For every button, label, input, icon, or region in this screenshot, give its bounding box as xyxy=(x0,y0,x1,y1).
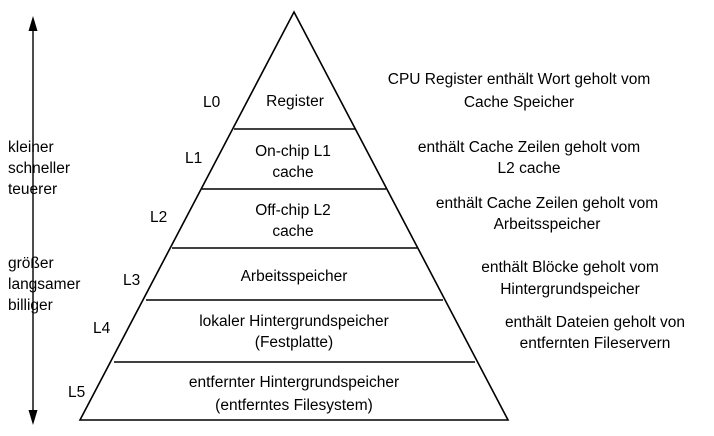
level-description: Arbeitsspeicher xyxy=(494,216,601,233)
level-id: L5 xyxy=(68,384,85,401)
level-l1: L1 On-chip L1 cache enthält Cache Zeilen… xyxy=(185,139,640,181)
level-name: lokaler Hintergrundspeicher xyxy=(199,313,389,330)
level-description: CPU Register enthält Wort geholt vom xyxy=(388,71,650,88)
level-name: On-chip L1 xyxy=(255,143,331,160)
level-description: enthält Cache Zeilen geholt vom xyxy=(436,195,658,212)
axis-bottom-text: größer langsamer billiger xyxy=(8,255,80,314)
level-name: entfernter Hintergrundspeicher xyxy=(189,374,399,391)
level-name: cache xyxy=(272,164,313,181)
level-id: L2 xyxy=(150,209,167,226)
axis-bottom-line: größer xyxy=(8,255,54,272)
level-name: Arbeitsspeicher xyxy=(241,268,348,285)
level-id: L3 xyxy=(123,272,140,289)
arrow-down-head-icon xyxy=(28,410,38,425)
level-id: L0 xyxy=(203,94,221,111)
level-description: L2 cache xyxy=(498,160,561,177)
axis-top-line: teuerer xyxy=(8,181,57,198)
level-description: enthält Blöcke geholt vom xyxy=(481,259,659,276)
level-description: Hintergrundspeicher xyxy=(500,281,640,298)
level-name: Register xyxy=(266,93,324,110)
axis-bottom-line: billiger xyxy=(8,297,53,314)
level-id: L4 xyxy=(93,320,111,337)
level-l0: L0 Register CPU Register enthält Wort ge… xyxy=(203,71,650,111)
level-name: cache xyxy=(272,223,313,240)
level-name: Off-chip L2 xyxy=(255,202,331,219)
axis-bottom-line: langsamer xyxy=(8,276,80,293)
level-l3: L3 Arbeitsspeicher enthält Blöcke geholt… xyxy=(123,259,659,298)
arrow-up-head-icon xyxy=(28,16,38,31)
level-name: (Festplatte) xyxy=(255,334,333,351)
level-description: enthält Dateien geholt von xyxy=(505,314,685,331)
axis-top-line: kleiner xyxy=(8,139,54,156)
pyramid-outline xyxy=(78,10,510,421)
level-description: Cache Speicher xyxy=(464,94,574,111)
level-description: entfernten Fileservern xyxy=(520,335,671,352)
level-l5: L5 entfernter Hintergrundspeicher (entfe… xyxy=(68,374,399,414)
level-l2: L2 Off-chip L2 cache enthält Cache Zeile… xyxy=(150,195,658,240)
axis-top-text: kleiner schneller teuerer xyxy=(8,139,70,198)
level-l4: L4 lokaler Hintergrundspeicher (Festplat… xyxy=(93,313,685,352)
level-description: enthält Cache Zeilen geholt vom xyxy=(418,139,640,156)
level-name: (entferntes Filesystem) xyxy=(215,397,373,414)
level-id: L1 xyxy=(185,150,202,167)
axis-top-line: schneller xyxy=(8,160,70,177)
